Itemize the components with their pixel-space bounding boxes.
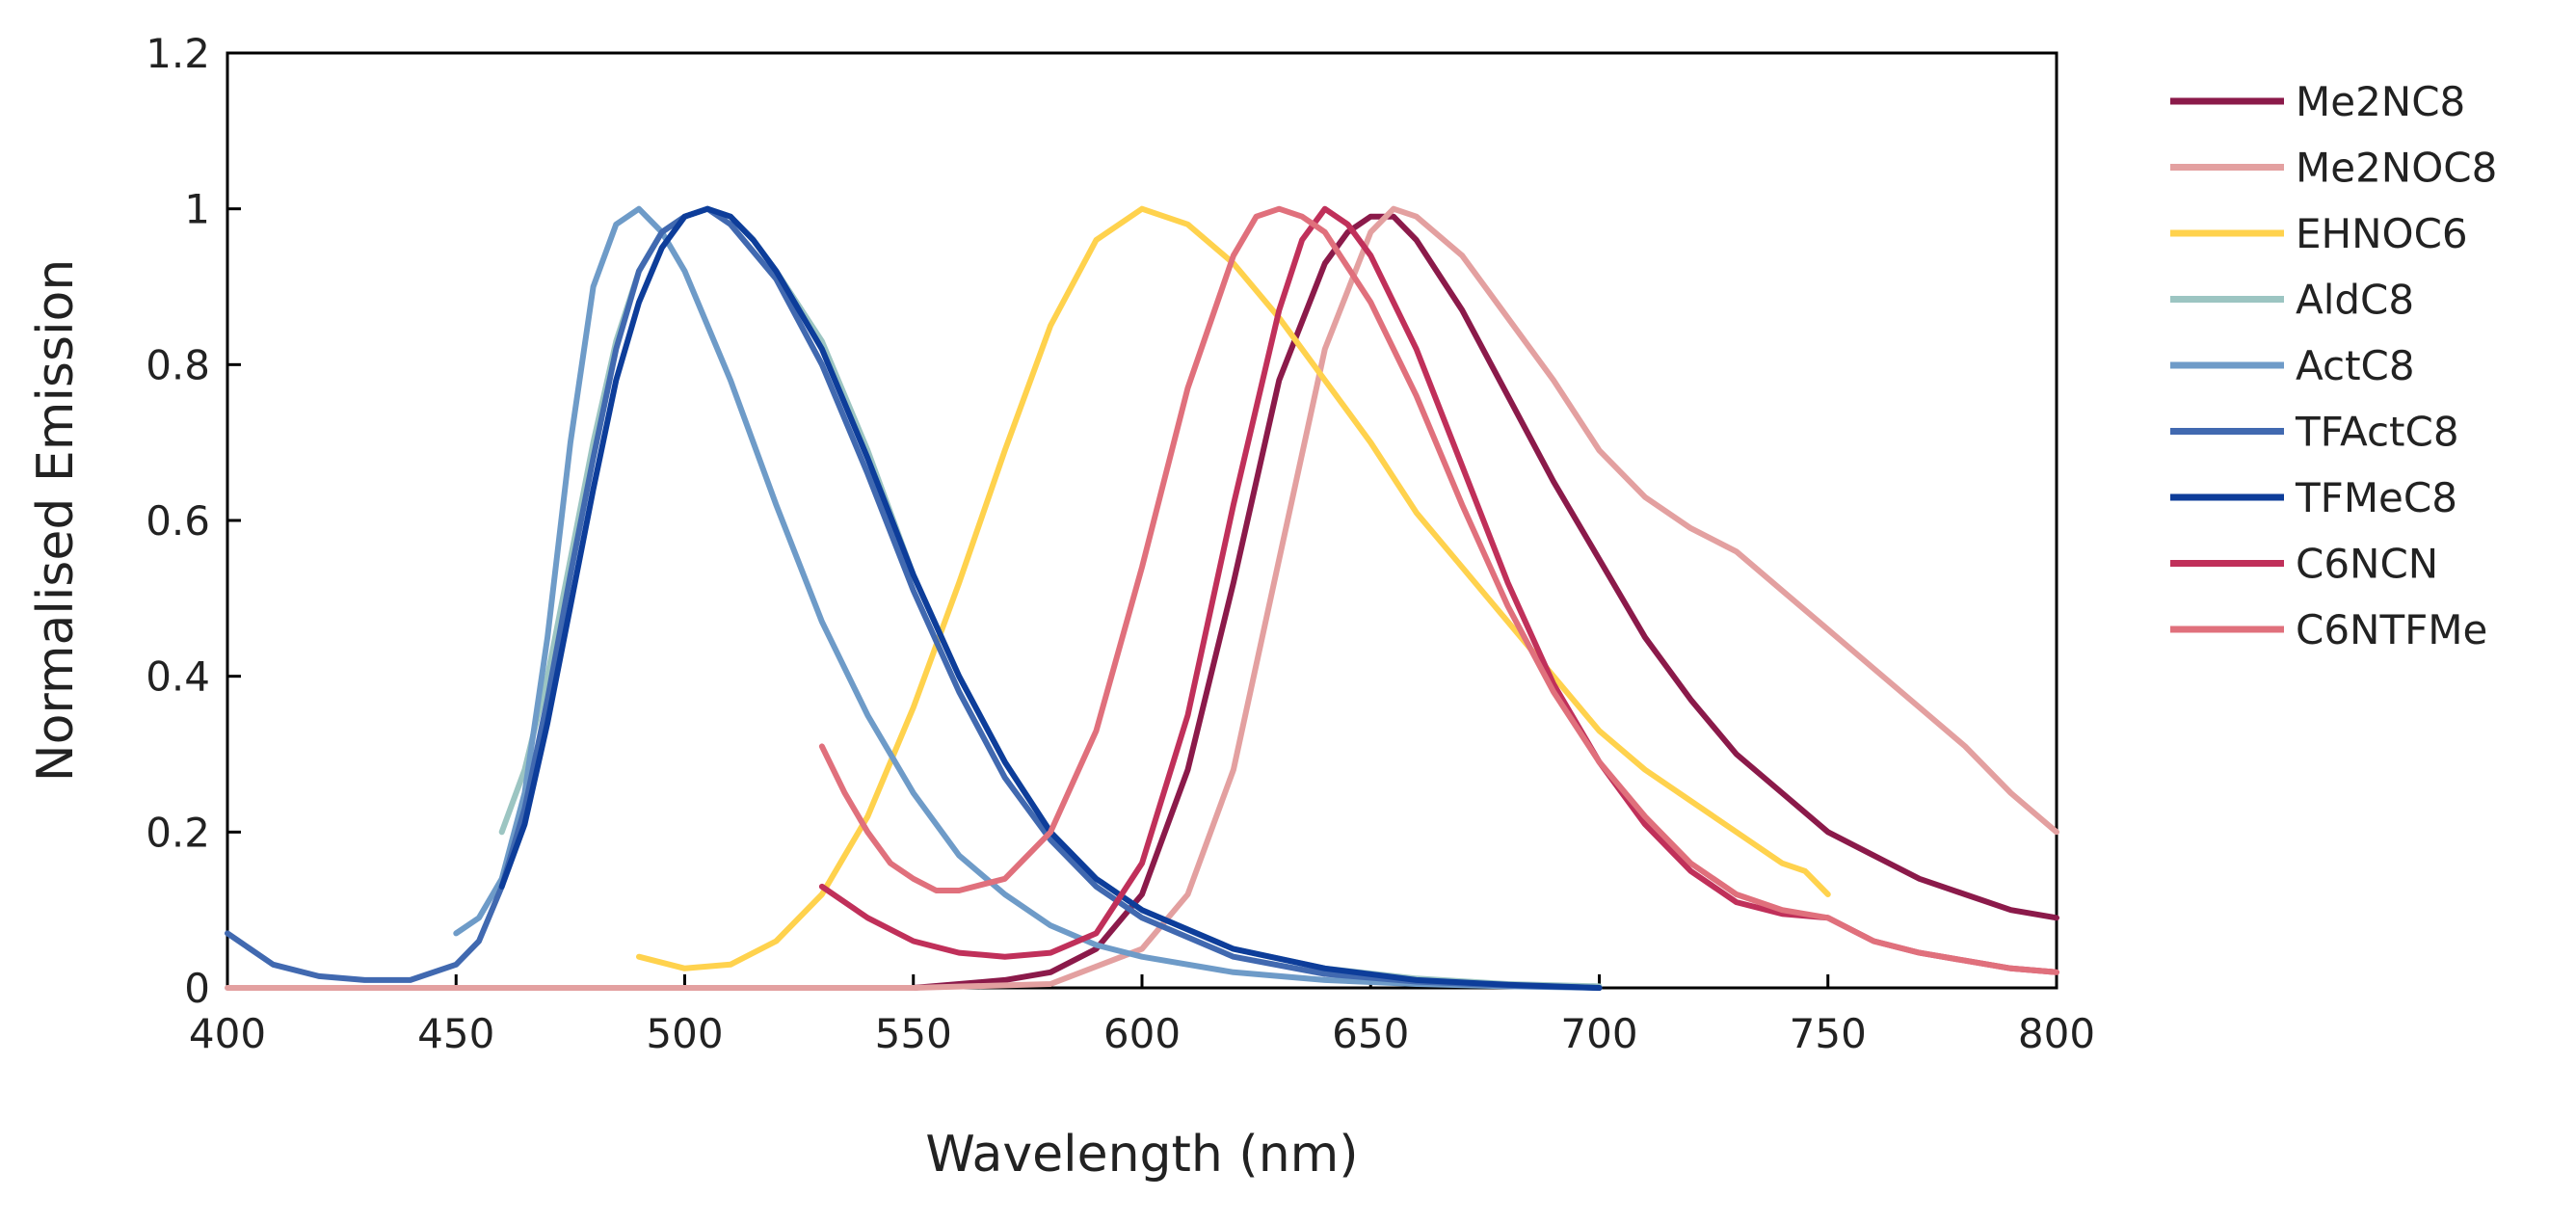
y-axis: 0 0.2 0.4 0.6 0.8 1 1.2 [146, 30, 241, 1012]
legend-label-c6ncn: C6NCN [2296, 541, 2438, 588]
x-axis-title: Wavelength (nm) [925, 1126, 1358, 1184]
x-tick-label: 500 [646, 1010, 723, 1057]
y-tick-label: 1 [184, 186, 210, 233]
series-line-actc8 [453, 205, 1603, 991]
y-tick-label: 1.2 [146, 30, 210, 77]
legend-label-me2noc8: Me2NOC8 [2296, 145, 2497, 192]
y-tick-label: 0.4 [146, 653, 210, 701]
legend-label-ehnoc6: EHNOC6 [2296, 210, 2468, 257]
legend-label-c6ntfme: C6NTFMe [2296, 606, 2487, 653]
x-tick-label: 700 [1560, 1010, 1637, 1057]
legend-label-tfmec8: TFMeC8 [2295, 474, 2457, 521]
legend: Me2NC8 Me2NOC8 EHNOC6 AldC8 ActC8 TFActC8 TFMe… [2170, 78, 2497, 653]
series-line-c6ntfme [818, 205, 2059, 975]
legend-label-tfactc8: TFActC8 [2295, 409, 2459, 456]
x-tick-label: 650 [1332, 1010, 1409, 1057]
series-line-me2noc8 [225, 205, 2059, 991]
y-tick-label: 0.6 [146, 497, 210, 545]
series-line-ehnoc6 [636, 205, 1831, 971]
legend-label-aldc8: AldC8 [2296, 277, 2414, 324]
series-line-tfmec8 [498, 205, 1603, 991]
legend-label-actc8: ActC8 [2296, 342, 2415, 389]
x-tick-label: 750 [1790, 1010, 1867, 1057]
y-axis-title: Normalised Emission [27, 259, 85, 783]
y-tick-label: 0.2 [146, 809, 210, 856]
series-line-me2nc8 [818, 213, 2059, 991]
x-tick-label: 600 [1103, 1010, 1181, 1057]
x-axis: 400 450 500 550 600 650 700 750 800 [189, 974, 2095, 1057]
series-group [225, 205, 2059, 991]
legend-label-me2nc8: Me2NC8 [2296, 78, 2465, 125]
x-tick-label: 400 [189, 1010, 266, 1057]
x-tick-label: 450 [417, 1010, 494, 1057]
y-tick-label: 0 [184, 965, 210, 1012]
y-tick-label: 0.8 [146, 341, 210, 388]
plot-area [226, 51, 2058, 990]
x-tick-label: 800 [2018, 1010, 2095, 1057]
x-tick-label: 550 [875, 1010, 952, 1057]
